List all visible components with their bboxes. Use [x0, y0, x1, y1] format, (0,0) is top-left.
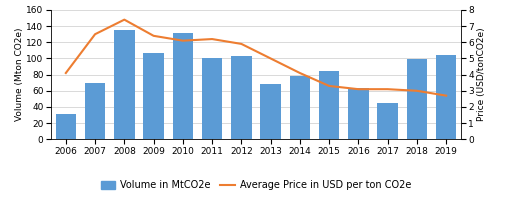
- Bar: [436, 55, 456, 139]
- Bar: [143, 53, 164, 139]
- Bar: [85, 83, 105, 139]
- Bar: [56, 114, 76, 139]
- Bar: [261, 84, 281, 139]
- Bar: [290, 76, 310, 139]
- Bar: [377, 103, 398, 139]
- Y-axis label: Price (USD/tonCO2e): Price (USD/tonCO2e): [477, 28, 486, 121]
- Legend: Volume in MtCO2e, Average Price in USD per ton CO2e: Volume in MtCO2e, Average Price in USD p…: [97, 176, 415, 194]
- Bar: [114, 30, 135, 139]
- Bar: [173, 33, 193, 139]
- Bar: [407, 59, 427, 139]
- Bar: [319, 71, 339, 139]
- Y-axis label: Volume (Mton CO2e): Volume (Mton CO2e): [14, 28, 24, 121]
- Bar: [231, 56, 251, 139]
- Bar: [348, 88, 369, 139]
- Bar: [202, 59, 222, 139]
